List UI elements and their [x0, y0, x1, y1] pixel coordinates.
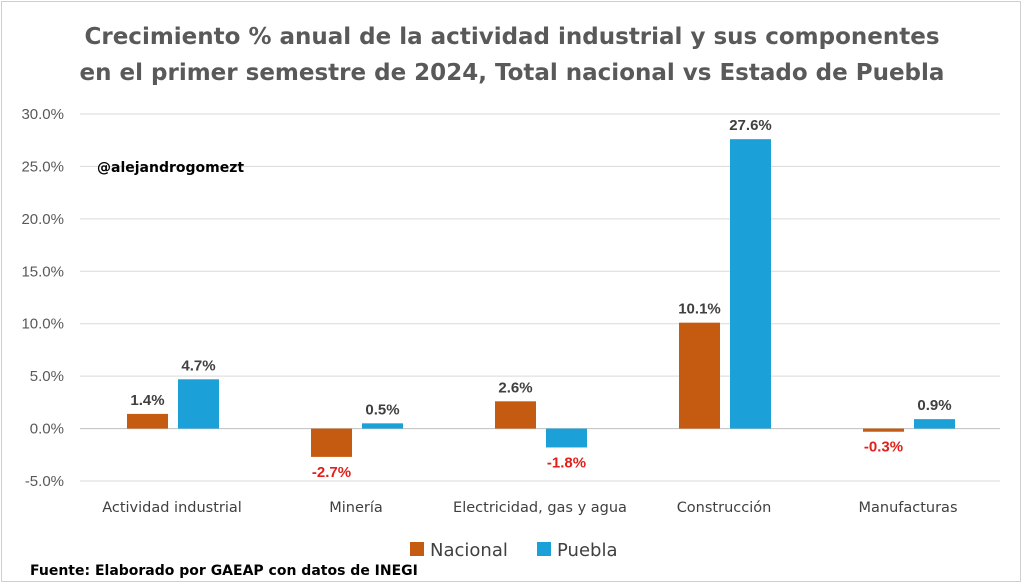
- bar-puebla: [914, 419, 955, 429]
- chart-title-line-1: Crecimiento % anual de la actividad indu…: [84, 24, 939, 50]
- bar-nacional: [311, 428, 352, 457]
- y-tick-label: 15.0%: [21, 263, 64, 280]
- bar-puebla: [546, 428, 587, 448]
- x-category-label: Manufacturas: [858, 500, 957, 516]
- data-label: 4.7%: [181, 357, 215, 374]
- y-tick-label: 20.0%: [21, 211, 64, 228]
- data-label: 2.6%: [498, 379, 532, 396]
- data-label: 0.5%: [365, 401, 399, 418]
- y-tick-label: -5.0%: [25, 473, 64, 490]
- bar-puebla: [362, 423, 403, 429]
- data-label: 1.4%: [130, 392, 164, 409]
- y-tick-label: 25.0%: [21, 158, 64, 175]
- legend-swatch-nacional: [410, 542, 424, 556]
- y-tick-label: 30.0%: [21, 106, 64, 123]
- bar-nacional: [863, 428, 904, 432]
- y-tick-label: 0.0%: [30, 421, 64, 438]
- legend-swatch-puebla: [537, 542, 551, 556]
- bar-nacional: [679, 322, 720, 429]
- x-category-label: Construcción: [677, 500, 772, 516]
- bar-puebla: [178, 379, 219, 429]
- bar-puebla: [730, 139, 771, 429]
- x-category-label: Actividad industrial: [102, 500, 242, 516]
- watermark-handle: @alejandrogomezt: [97, 160, 244, 176]
- bar-nacional: [495, 401, 536, 429]
- source-note: Fuente: Elaborado por GAEAP con datos de…: [30, 563, 418, 579]
- data-label: 0.9%: [917, 397, 951, 414]
- data-label: -0.3%: [864, 439, 903, 456]
- bar-nacional: [127, 413, 168, 429]
- y-tick-label: 5.0%: [30, 368, 64, 385]
- chart-title-line-2: en el primer semestre de 2024, Total nac…: [80, 60, 945, 86]
- data-label: 27.6%: [729, 117, 772, 134]
- data-label: -1.8%: [547, 454, 586, 471]
- data-label: -2.7%: [312, 464, 351, 481]
- x-category-label: Minería: [329, 500, 383, 516]
- y-tick-label: 10.0%: [21, 316, 64, 333]
- x-category-label: Electricidad, gas y agua: [453, 500, 627, 516]
- legend-label-nacional: Nacional: [430, 540, 508, 561]
- legend-label-puebla: Puebla: [557, 540, 617, 561]
- data-label: 10.1%: [678, 301, 721, 318]
